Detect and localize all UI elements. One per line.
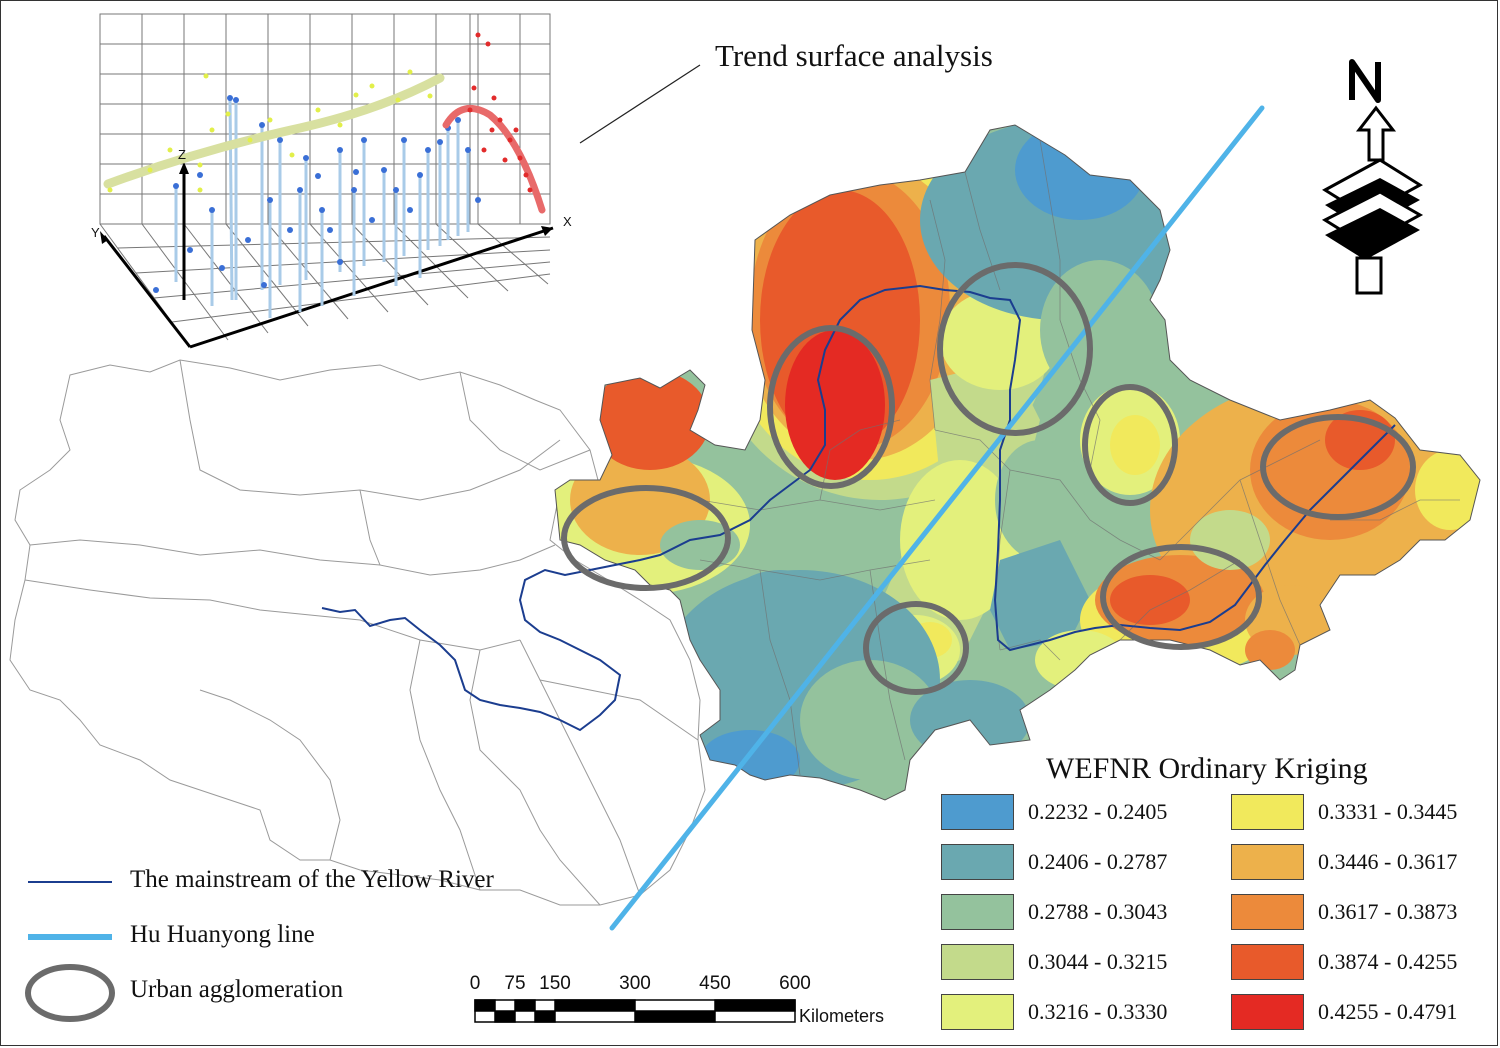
urban-agglomeration-rings xyxy=(561,262,1416,695)
scale-tick-4: 450 xyxy=(699,973,731,994)
legend-class-label: 0.3331 - 0.3445 xyxy=(1318,799,1458,824)
western-province-outlines xyxy=(9,359,706,906)
legend-class-label: 0.3446 - 0.3617 xyxy=(1318,849,1458,874)
legend-class-item: 0.3617 - 0.3873 xyxy=(1231,893,1457,931)
legend-class-item: 0.2788 - 0.3043 xyxy=(941,893,1167,931)
legend-class-label: 0.2232 - 0.2405 xyxy=(1028,799,1168,824)
yellow-river-line xyxy=(321,284,1396,732)
legend-class-item: 0.2406 - 0.2787 xyxy=(941,843,1167,881)
urban-ring-ningxia xyxy=(767,325,895,489)
legend-swatch xyxy=(1231,944,1304,980)
scale-unit: Kilometers xyxy=(799,1006,885,1026)
legend-river-label: The mainstream of the Yellow River xyxy=(130,866,494,893)
urban-ring-guanzhong xyxy=(863,601,969,695)
legend-classes: 0.2232 - 0.2405 0.2406 - 0.2787 0.2788 - 0… xyxy=(941,793,1491,1033)
legend-class-item: 0.3331 - 0.3445 xyxy=(1231,793,1457,831)
legend-swatch xyxy=(941,794,1014,830)
trend-surface-chart xyxy=(99,13,554,349)
legend-hu-line-label: Hu Huanyong line xyxy=(130,921,315,948)
legend-swatch xyxy=(941,844,1014,880)
legend-class-label: 0.3216 - 0.3330 xyxy=(1028,999,1168,1024)
urban-ring-shandong xyxy=(1260,414,1416,520)
legend-swatch xyxy=(1231,894,1304,930)
legend-river: The mainstream of the Yellow River xyxy=(130,866,494,894)
legend-class-label: 0.3044 - 0.3215 xyxy=(1028,949,1168,974)
legend-class-label: 0.3874 - 0.4255 xyxy=(1318,949,1458,974)
legend-class-item: 0.4255 - 0.4791 xyxy=(1231,993,1457,1031)
trend-callout-line xyxy=(579,64,701,144)
axis-z-label: Z xyxy=(178,147,186,162)
urban-ring-hubao xyxy=(937,262,1093,436)
legend-class-item: 0.3044 - 0.3215 xyxy=(941,943,1167,981)
legend-hu-line: Hu Huanyong line xyxy=(130,921,315,949)
legend-swatch xyxy=(1231,844,1304,880)
urban-ring-lanxi xyxy=(561,485,731,591)
legend-class-item: 0.3216 - 0.3330 xyxy=(941,993,1167,1031)
scale-tick-0: 0 xyxy=(469,973,481,994)
axis-x-label: X xyxy=(563,214,572,229)
north-arrow-icon xyxy=(1321,59,1424,295)
legend-class-label: 0.2406 - 0.2787 xyxy=(1028,849,1168,874)
scale-tick-2: 150 xyxy=(539,973,571,994)
legend-swatch xyxy=(1231,794,1304,830)
scale-tick-3: 300 xyxy=(619,973,651,994)
legend-class-label: 0.2788 - 0.3043 xyxy=(1028,899,1168,924)
urban-ring-zhongyuan xyxy=(1100,544,1262,650)
legend-class-item: 0.2232 - 0.2405 xyxy=(941,793,1167,831)
legend-swatch xyxy=(1231,994,1304,1030)
scale-bar xyxy=(474,999,796,1023)
legend-class-item: 0.3874 - 0.4255 xyxy=(1231,943,1457,981)
legend-swatch xyxy=(941,994,1014,1030)
legend-swatch xyxy=(941,894,1014,930)
legend-urban: Urban agglomeration xyxy=(130,976,343,1004)
legend-title: WEFNR Ordinary Kriging xyxy=(1046,752,1368,785)
legend-urban-label: Urban agglomeration xyxy=(130,976,344,1003)
region-outline xyxy=(554,124,1481,801)
legend-swatch xyxy=(941,944,1014,980)
legend-class-label: 0.3617 - 0.3873 xyxy=(1318,899,1458,924)
legend-class-item: 0.3446 - 0.3617 xyxy=(1231,843,1457,881)
axis-y-label: Y xyxy=(91,225,100,240)
urban-ring-jinzhong xyxy=(1082,384,1178,506)
trend-surface-label: Trend surface analysis xyxy=(715,38,993,73)
legend-class-label: 0.4255 - 0.4791 xyxy=(1318,999,1458,1024)
urban-legend-symbol xyxy=(25,964,115,1022)
scale-tick-5: 600 xyxy=(779,973,811,994)
scale-tick-1: 75 xyxy=(504,973,526,994)
hu-huanyong-line xyxy=(609,105,1265,931)
